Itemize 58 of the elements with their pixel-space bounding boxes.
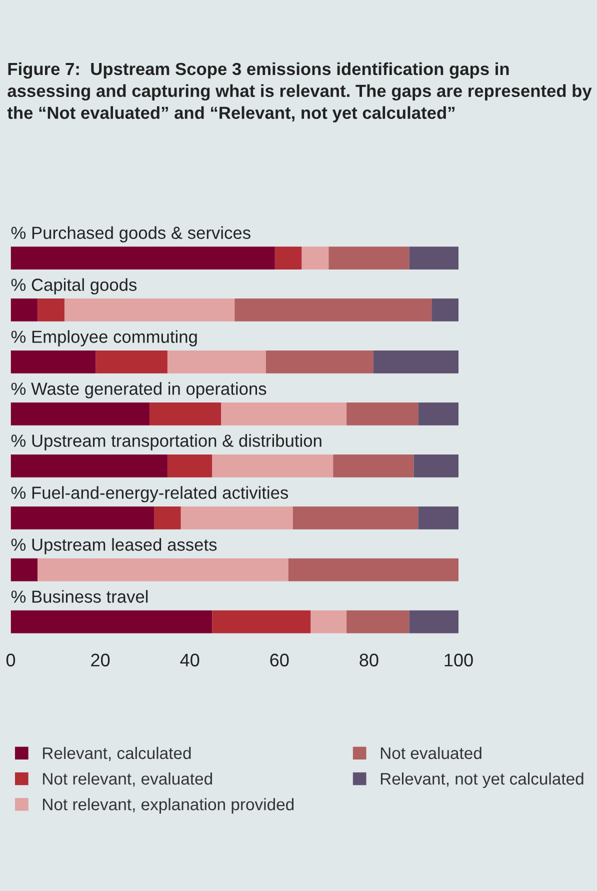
y-tick-label: % Fuel-and-energy-related activities [11,486,288,502]
bar [418,402,458,426]
bar [180,506,293,530]
bar [10,610,212,634]
y-tick-label: % Purchased goods & services [11,226,250,242]
bar [328,246,410,270]
bar [212,454,334,478]
y-tick-label: % Capital goods [11,278,137,294]
x-tick-label: 80 [360,654,378,666]
legend-label: Not relevant, evaluated [43,772,212,787]
bar [38,558,288,582]
bar [333,454,414,478]
bar [10,402,150,426]
bar [292,506,418,530]
x-tick-label: 100 [444,654,473,666]
bar [10,558,38,582]
bar [409,610,458,634]
y-tick-label: % Upstream transportation & distribution [11,434,322,450]
bar [167,454,212,478]
bar [346,610,410,634]
bar [288,558,458,582]
legend-label: Not relevant, explanation provided [43,798,294,814]
bar [10,506,154,530]
bar [10,454,168,478]
bar [64,298,235,322]
bar [96,350,168,374]
bar [373,350,458,374]
bar [274,246,302,270]
legend-label: Not evaluated [380,746,482,760]
bar [212,610,311,634]
bar [167,350,266,374]
bar [302,246,329,270]
bar [10,246,275,270]
x-tick-label: 20 [91,654,110,666]
x-tick-label: 0 [6,654,16,666]
x-tick-label: 40 [180,654,200,666]
legend-label: Relevant, calculated [43,746,191,762]
bar [10,298,38,322]
legend-label: Relevant, not yet calculated [380,772,584,788]
bar [150,402,222,426]
y-tick-label: % Upstream leased assets [11,538,217,554]
bar [432,298,458,322]
bar [418,506,458,530]
bar [10,350,96,374]
y-tick-label: % Employee commuting [11,330,197,346]
bar [414,454,458,478]
y-tick-label: % Business travel [11,590,148,603]
bar [154,506,181,530]
bar [266,350,374,374]
y-tick-label: % Waste generated in operations [11,382,266,398]
bar [38,298,64,322]
bar [409,246,458,270]
bar [221,402,347,426]
x-tick-label: 60 [270,654,289,666]
bar [310,610,347,634]
chart-title: Figure 7: Upstream Scope 3 emissions identification gaps in assessing and capturing what is relevant. The gaps are represented by the “Not evaluated” and “Relevant, not yet calculated” [7,62,592,122]
bar [234,298,432,322]
bar [346,402,418,426]
